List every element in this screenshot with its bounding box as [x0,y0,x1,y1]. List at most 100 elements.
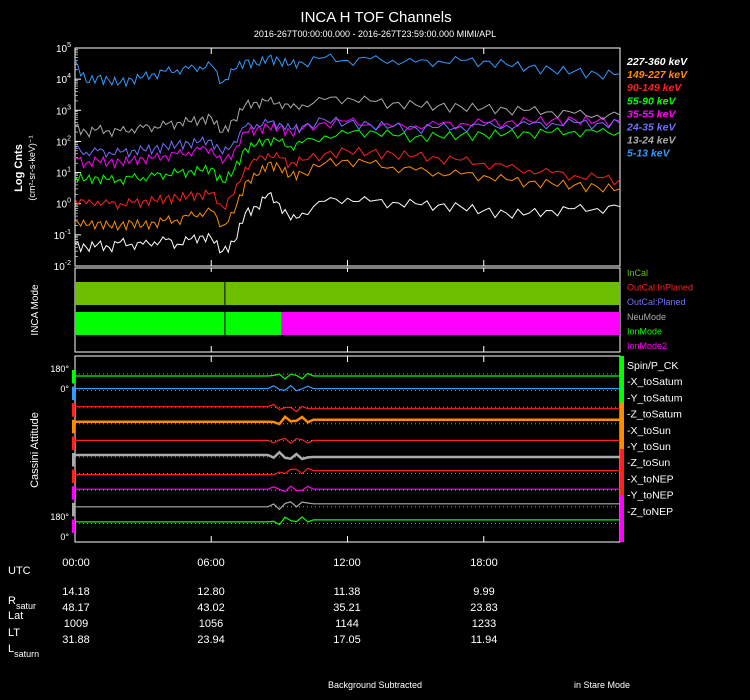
flux-series-line [74,115,621,170]
mode-legend-entry: NeuMode [627,312,666,322]
utc-time-tick: 18:00 [470,557,498,569]
mode-segment [75,312,282,335]
flux-legend-entry: 35-55 keV [627,108,676,120]
attitude-series-line [75,384,620,392]
mode-segment [75,282,620,305]
attitude-legend-entry: -X_toNEP [627,473,674,485]
attitude-right-marker [620,449,624,496]
attitude-right-marker [620,356,624,403]
ephem-value: 14.18 [62,586,90,598]
attitude-tick-label: 180° [50,364,69,374]
ephem-row-label: Lat [8,610,23,622]
flux-ytick-label: 101 [56,167,71,180]
mode-legend-entry: OutCal:Planed [627,297,686,307]
attitude-tick-label: 0° [60,532,69,542]
attitude-tick-label: 180° [50,512,69,522]
mode-legend-entry: IonMode2 [627,341,667,351]
flux-series-line [74,53,621,88]
ephem-value: 11.38 [334,586,361,598]
attitude-series-line [75,450,620,461]
attitude-panel-frame [74,355,621,543]
flux-ylabel: Log Cnts [13,144,25,192]
attitude-left-marker [72,453,75,467]
attitude-series-line [75,437,620,445]
flux-legend-entry: 90-149 keV [627,82,682,94]
ephem-value: 48.17 [62,602,90,614]
ephem-value: 9.99 [473,586,494,598]
utc-time-tick: 06:00 [197,557,225,569]
ephem-value: 43.02 [197,602,225,614]
ephem-value: 12.80 [197,586,225,598]
flux-legend-entry: 55-90 keV [627,95,676,107]
ephem-value: 35.21 [333,602,361,614]
mode-legend-entry: IonMode [627,326,662,336]
mode-legend-entry: InCal [627,268,648,278]
flux-ytick-label: 104 [56,73,71,86]
mode-legend-entry: OutCal:InPlaned [627,283,693,293]
attitude-left-marker [72,519,75,533]
utc-label: UTC [8,565,31,577]
mode-panel-frame [74,267,621,353]
attitude-left-marker [72,419,75,434]
attitude-ylabel: Cassini Attitude [29,412,41,488]
ephem-value: 1144 [335,618,359,630]
ephem-value: 31.88 [62,634,90,646]
attitude-left-marker [72,370,75,384]
attitude-series-line [75,467,620,476]
attitude-left-marker [72,386,75,401]
footer-background-subtracted: Background Subtracted [328,680,422,690]
attitude-series-line [75,372,620,380]
attitude-legend-entry: -Z_toSatum [627,409,682,421]
attitude-legend-entry: -X_toSun [627,425,671,437]
flux-series-line [74,157,621,232]
flux-legend-entry: 13-24 keV [627,135,676,147]
chart-subtitle: 2016-267T00:00:00.000 - 2016-267T23:59:0… [254,29,496,39]
flux-legend-entry: 149-227 keV [627,69,688,81]
flux-series-line [74,116,621,159]
flux-ytick-label: 100 [56,198,71,211]
flux-panel-frame [74,47,621,267]
attitude-series-line [75,403,620,413]
ephem-value: 1009 [64,618,88,630]
flux-ytick-label: 10-1 [54,229,71,242]
flux-ytick-label: 105 [56,42,71,55]
flux-series-line [74,127,621,186]
attitude-legend-entry: -Z_toNEP [627,506,673,518]
flux-ytick-label: 10-2 [54,260,71,273]
attitude-left-marker [72,436,75,450]
mode-segment [281,312,620,335]
footer-stare-mode: in Stare Mode [574,680,630,690]
ephem-value: 23.83 [470,602,498,614]
attitude-legend-entry: -X_toSatum [627,376,683,388]
flux-ytick-label: 103 [56,104,71,117]
attitude-series-line [75,501,620,511]
utc-time-tick: 12:00 [333,557,361,569]
flux-legend-entry: 227-360 keV [626,56,688,68]
attitude-legend-entry: -Y_toSatum [627,392,683,404]
ephem-row-label: Rsatur [8,595,36,611]
attitude-legend-entry: Spin/P_CK [627,360,678,372]
flux-ytick-label: 102 [56,135,71,148]
flux-yunits: (cm²-sr-s-keV)⁻¹ [27,135,37,200]
attitude-tick-label: 0° [60,384,69,394]
attitude-left-marker [72,486,75,500]
ephem-value: 1056 [199,618,223,630]
flux-legend-entry: 5-13 keV [627,148,671,160]
ephem-value: 17.05 [333,634,361,646]
flux-legend-entry: 24-35 keV [626,122,676,134]
flux-series-line [74,146,621,211]
chart-title: INCA H TOF Channels [300,9,451,26]
ephem-row-label: Lsaturn [8,643,39,659]
attitude-legend-entry: -Y_toNEP [627,490,674,502]
attitude-legend-entry: -Z_toSun [627,457,670,469]
attitude-left-marker [72,502,75,517]
attitude-series-line [75,415,620,426]
ephem-value: 23.94 [197,634,225,646]
mode-ylabel: INCA Mode [30,284,41,336]
attitude-right-marker [620,495,624,542]
attitude-legend-entry: -Y_toSun [627,441,671,453]
flux-series-line [74,95,621,139]
ephem-value: 11.94 [471,634,498,646]
utc-time-tick: 00:00 [62,557,90,569]
